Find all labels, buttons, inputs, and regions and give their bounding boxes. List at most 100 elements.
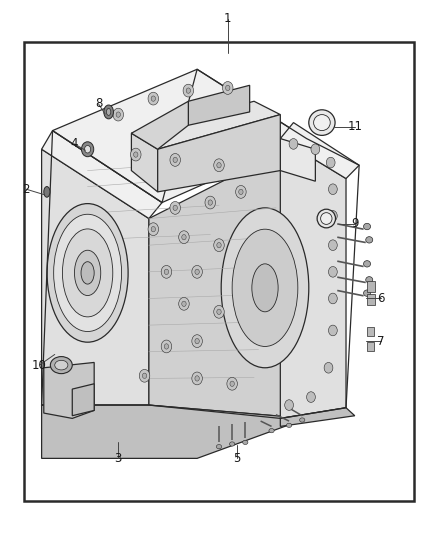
Ellipse shape — [217, 243, 221, 248]
Ellipse shape — [151, 227, 155, 232]
Ellipse shape — [366, 277, 373, 283]
Bar — [367, 294, 375, 305]
Ellipse shape — [74, 251, 101, 295]
Text: 7: 7 — [377, 335, 385, 348]
Polygon shape — [158, 115, 280, 192]
Bar — [367, 327, 374, 336]
Ellipse shape — [50, 357, 72, 374]
Ellipse shape — [131, 148, 141, 161]
Ellipse shape — [205, 196, 215, 209]
Ellipse shape — [186, 88, 191, 93]
Ellipse shape — [289, 139, 298, 149]
Ellipse shape — [85, 146, 91, 153]
Ellipse shape — [236, 185, 246, 198]
Polygon shape — [131, 101, 280, 149]
Text: 9: 9 — [351, 217, 359, 230]
Ellipse shape — [195, 338, 199, 344]
Polygon shape — [42, 405, 307, 458]
Ellipse shape — [328, 325, 337, 336]
Polygon shape — [42, 149, 149, 405]
Ellipse shape — [366, 237, 373, 243]
Ellipse shape — [364, 261, 371, 267]
Ellipse shape — [311, 144, 320, 155]
Ellipse shape — [161, 340, 172, 353]
Ellipse shape — [161, 265, 172, 278]
Ellipse shape — [321, 213, 332, 224]
Ellipse shape — [217, 163, 221, 168]
Ellipse shape — [54, 214, 122, 332]
Ellipse shape — [324, 362, 333, 373]
Ellipse shape — [309, 110, 335, 135]
Polygon shape — [44, 362, 94, 418]
Ellipse shape — [230, 442, 235, 446]
Ellipse shape — [230, 381, 234, 386]
Ellipse shape — [170, 201, 180, 214]
Ellipse shape — [216, 445, 222, 449]
Ellipse shape — [317, 209, 336, 228]
Ellipse shape — [252, 264, 278, 312]
Text: 10: 10 — [32, 359, 47, 372]
Ellipse shape — [81, 142, 94, 157]
Polygon shape — [72, 384, 94, 416]
Ellipse shape — [208, 200, 212, 205]
Ellipse shape — [151, 96, 155, 101]
Ellipse shape — [328, 266, 337, 277]
Ellipse shape — [63, 229, 113, 317]
Ellipse shape — [148, 92, 159, 105]
Ellipse shape — [170, 154, 180, 166]
Ellipse shape — [226, 85, 230, 91]
Ellipse shape — [217, 309, 221, 314]
Ellipse shape — [139, 369, 150, 382]
Ellipse shape — [307, 392, 315, 402]
Ellipse shape — [113, 108, 124, 121]
Ellipse shape — [81, 262, 94, 284]
Polygon shape — [53, 69, 307, 203]
Ellipse shape — [164, 344, 169, 349]
Polygon shape — [280, 139, 315, 181]
Text: 5: 5 — [233, 452, 240, 465]
Ellipse shape — [173, 157, 177, 163]
Ellipse shape — [44, 187, 50, 197]
Ellipse shape — [285, 400, 293, 410]
Text: 4: 4 — [71, 138, 78, 150]
Ellipse shape — [195, 376, 199, 381]
Ellipse shape — [269, 429, 274, 433]
Ellipse shape — [192, 372, 202, 385]
Ellipse shape — [104, 105, 113, 119]
Ellipse shape — [142, 373, 147, 378]
Text: 1: 1 — [224, 12, 232, 25]
Ellipse shape — [326, 157, 335, 168]
Ellipse shape — [148, 223, 159, 236]
Polygon shape — [149, 139, 307, 418]
Ellipse shape — [183, 84, 194, 97]
Ellipse shape — [179, 297, 189, 310]
Ellipse shape — [328, 293, 337, 304]
Ellipse shape — [300, 418, 305, 422]
Ellipse shape — [214, 239, 224, 252]
Ellipse shape — [328, 211, 337, 221]
Ellipse shape — [221, 208, 309, 368]
Ellipse shape — [116, 112, 120, 117]
Ellipse shape — [173, 205, 177, 211]
Bar — [24, 42, 414, 501]
Polygon shape — [131, 133, 158, 192]
Polygon shape — [131, 101, 188, 149]
Ellipse shape — [182, 301, 186, 306]
Ellipse shape — [195, 269, 199, 274]
Ellipse shape — [314, 115, 330, 131]
Polygon shape — [280, 408, 355, 426]
Ellipse shape — [364, 223, 371, 230]
Text: 3: 3 — [115, 452, 122, 465]
Polygon shape — [188, 85, 250, 125]
Ellipse shape — [55, 360, 68, 370]
Ellipse shape — [179, 231, 189, 244]
Ellipse shape — [232, 229, 298, 346]
Ellipse shape — [239, 189, 243, 195]
Bar — [367, 281, 375, 292]
Polygon shape — [280, 139, 346, 418]
Ellipse shape — [286, 423, 292, 427]
Ellipse shape — [182, 235, 186, 240]
Text: 11: 11 — [347, 120, 362, 133]
Ellipse shape — [227, 377, 237, 390]
Ellipse shape — [134, 152, 138, 157]
